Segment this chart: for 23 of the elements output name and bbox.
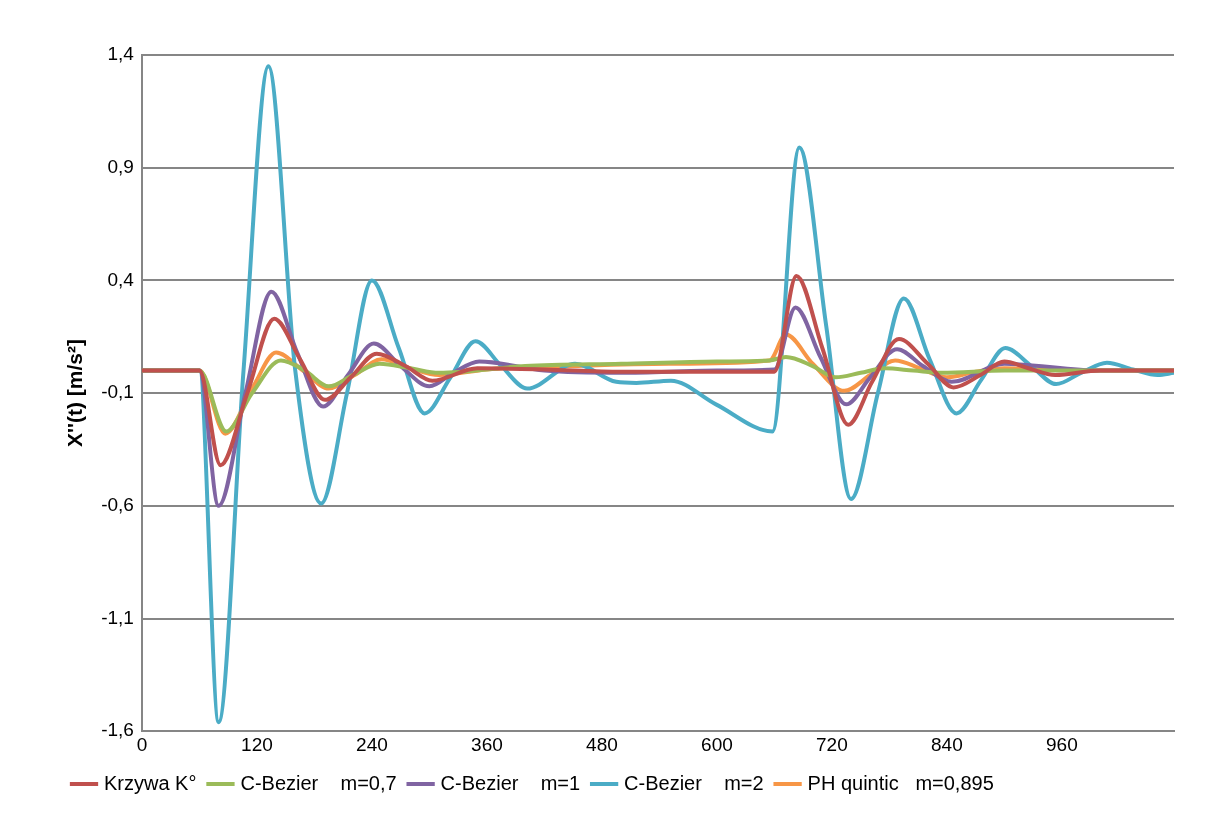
legend-label: C-Bezier m=2 — [624, 771, 764, 794]
y-tick-label: -1,1 — [101, 606, 134, 628]
x-tick-label: 600 — [701, 733, 733, 755]
x-tick-label: 0 — [136, 733, 148, 755]
legend-label: PH quintic m=0,895 — [807, 771, 994, 794]
x-tick-label: 240 — [356, 733, 388, 755]
x-tick-label: 480 — [586, 733, 618, 755]
x-tick-label: 720 — [816, 733, 848, 755]
x-tick-label: 960 — [1046, 733, 1078, 755]
y-axis-title: X''(t) [m/s²] — [63, 339, 87, 448]
legend-label: C-Bezier m=0,7 — [240, 771, 397, 794]
y-tick-label: -0,6 — [101, 494, 134, 516]
y-tick-label: 1,4 — [107, 43, 135, 65]
x-tick-label: 840 — [931, 733, 963, 755]
legend-label: Krzywa K° — [104, 771, 197, 794]
y-tick-label: 0,9 — [107, 155, 134, 177]
x-tick-label: 360 — [471, 733, 503, 755]
x-tick-label: 120 — [241, 733, 273, 755]
line-series — [141, 273, 1174, 468]
y-tick-label: 0,4 — [107, 268, 135, 290]
legend-label: C-Bezier m=1 — [440, 771, 581, 794]
y-tick-label: -1,6 — [101, 719, 134, 741]
y-tick-label: -0,1 — [101, 381, 134, 403]
